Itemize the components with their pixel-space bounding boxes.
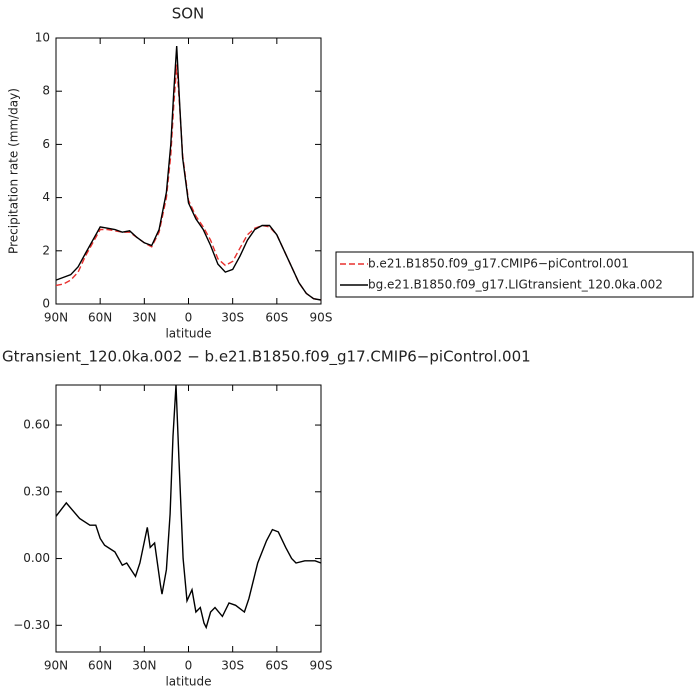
x-tick-label: 0 [185,659,193,673]
x-tick-label: 60N [88,659,112,673]
x-tick-label: 30S [221,311,244,325]
x-axis-label: latitude [165,327,211,341]
legend-box [335,251,694,298]
x-tick-label: 30N [132,311,156,325]
y-tick-label: 6 [42,137,50,151]
y-tick-label: 10 [35,31,50,45]
plot-frame [55,384,322,653]
data-line [55,64,322,301]
x-tick-label: 60S [265,659,288,673]
y-axis-label: Precipitation rate (mm/day) [7,88,21,254]
legend-label: b.e21.B1850.f09_g17.CMIP6−piControl.001 [368,257,629,271]
x-tick-label: 90N [44,659,68,673]
data-line [55,384,322,630]
chart-title: Gtransient_120.0ka.002 − b.e21.B1850.f09… [2,348,531,367]
y-tick-label: 0.60 [23,418,50,432]
y-tick-label: 2 [42,243,50,257]
plot-frame [55,37,322,305]
y-tick-label: 4 [42,190,50,204]
x-tick-label: 90N [44,311,68,325]
y-tick-label: 0 [42,297,50,311]
x-tick-label: 90S [310,311,333,325]
legend-label: bg.e21.B1850.f09_g17.LIGtransient_120.0k… [368,278,663,292]
x-tick-label: 60S [265,311,288,325]
y-tick-label: 0.00 [23,551,50,565]
x-tick-label: 30N [132,659,156,673]
x-tick-label: 0 [185,311,193,325]
y-tick-label: 8 [42,84,50,98]
x-tick-label: 30S [221,659,244,673]
x-tick-label: 60N [88,311,112,325]
y-tick-label: 0.30 [23,484,50,498]
data-line [55,45,322,301]
x-tick-label: 90S [310,659,333,673]
x-axis-label: latitude [165,675,211,689]
y-tick-label: −0.30 [13,618,50,632]
chart-title: SON [172,5,205,23]
